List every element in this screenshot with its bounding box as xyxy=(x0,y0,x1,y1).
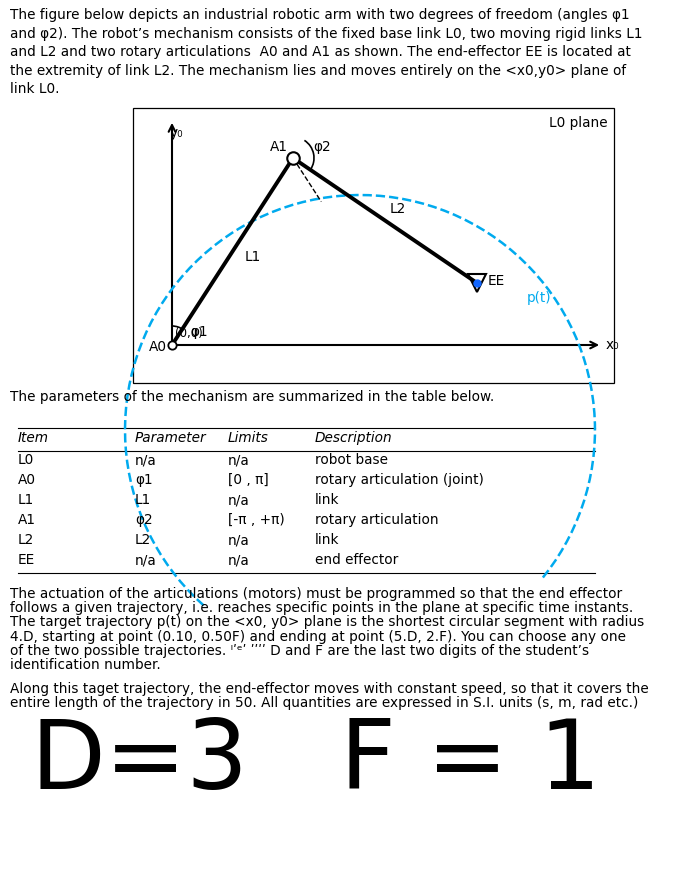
Text: Parameter: Parameter xyxy=(135,431,207,445)
Text: L1: L1 xyxy=(18,493,34,507)
Text: φ2: φ2 xyxy=(135,513,153,527)
Text: L0: L0 xyxy=(18,453,34,467)
Text: Item: Item xyxy=(18,431,49,445)
Text: n/a: n/a xyxy=(228,453,249,467)
Text: [0 , π]: [0 , π] xyxy=(228,473,269,487)
Text: n/a: n/a xyxy=(228,533,249,547)
Text: x₀: x₀ xyxy=(606,338,619,352)
Text: 4.D, starting at point (0.10, 0.50F) and ending at point (5.D, 2.F). You can cho: 4.D, starting at point (0.10, 0.50F) and… xyxy=(10,629,626,643)
Text: A1: A1 xyxy=(270,140,288,154)
Text: end effector: end effector xyxy=(315,553,398,567)
Text: Description: Description xyxy=(315,431,393,445)
Text: of the two possible trajectories. ᴵʹᵉʹ ʹʹʹʹ D and F are the last two digits of t: of the two possible trajectories. ᴵʹᵉʹ ʹ… xyxy=(10,644,589,657)
Text: L0 plane: L0 plane xyxy=(549,116,608,130)
Text: A0: A0 xyxy=(149,340,167,354)
Text: n/a: n/a xyxy=(135,553,157,567)
Text: EE: EE xyxy=(18,553,35,567)
Text: A0: A0 xyxy=(18,473,36,487)
Text: (0,0): (0,0) xyxy=(175,327,203,340)
Text: n/a: n/a xyxy=(228,553,249,567)
Text: Limits: Limits xyxy=(228,431,269,445)
Text: link: link xyxy=(315,493,340,507)
Text: A1: A1 xyxy=(18,513,36,527)
Text: D=3: D=3 xyxy=(30,716,248,810)
Text: φ1: φ1 xyxy=(190,325,207,339)
Text: L1: L1 xyxy=(245,250,260,263)
Text: L2: L2 xyxy=(135,533,152,547)
Text: [-π , +π): [-π , +π) xyxy=(228,513,285,527)
Text: EE: EE xyxy=(488,274,505,288)
Bar xyxy=(133,108,614,383)
Text: rotary articulation: rotary articulation xyxy=(315,513,439,527)
Text: F = 1: F = 1 xyxy=(340,716,601,810)
Text: L2: L2 xyxy=(18,533,34,547)
Text: The parameters of the mechanism are summarized in the table below.: The parameters of the mechanism are summ… xyxy=(10,390,494,404)
Text: The actuation of the articulations (motors) must be programmed so that the end e: The actuation of the articulations (moto… xyxy=(10,587,622,601)
Text: φ2: φ2 xyxy=(313,140,331,154)
Text: link: link xyxy=(315,533,340,547)
Text: n/a: n/a xyxy=(135,453,157,467)
Text: L2: L2 xyxy=(390,202,407,216)
Text: φ1: φ1 xyxy=(135,473,153,487)
Text: follows a given trajectory, i.e. reaches specific points in the plane at specifi: follows a given trajectory, i.e. reaches… xyxy=(10,601,633,615)
Text: rotary articulation (joint): rotary articulation (joint) xyxy=(315,473,484,487)
Text: The target trajectory p(t) on the <x0, y0> plane is the shortest circular segmen: The target trajectory p(t) on the <x0, y… xyxy=(10,615,644,629)
Text: The figure below depicts an industrial robotic arm with two degrees of freedom (: The figure below depicts an industrial r… xyxy=(10,8,643,97)
Text: Along this taget trajectory, the end-effector moves with constant speed, so that: Along this taget trajectory, the end-eff… xyxy=(10,682,649,696)
Text: n/a: n/a xyxy=(228,493,249,507)
Text: identification number.: identification number. xyxy=(10,658,161,672)
Text: entire length of the trajectory in 50. All quantities are expressed in S.I. unit: entire length of the trajectory in 50. A… xyxy=(10,696,639,710)
Text: robot base: robot base xyxy=(315,453,388,467)
Text: p(t): p(t) xyxy=(527,291,552,305)
Text: y₀: y₀ xyxy=(170,126,184,140)
Text: L1: L1 xyxy=(135,493,152,507)
